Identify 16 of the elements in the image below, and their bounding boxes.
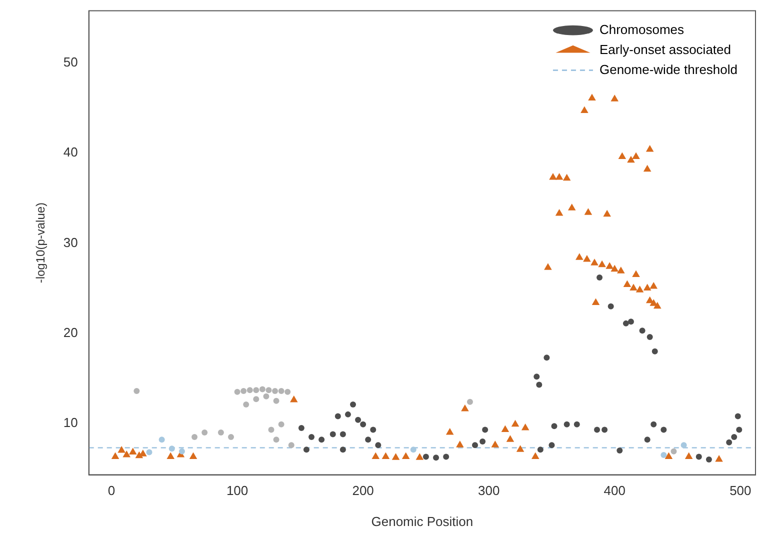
y-tick-label: 50 xyxy=(63,54,78,70)
x-tick-label: 200 xyxy=(352,483,374,498)
x-tick-label: 100 xyxy=(226,483,248,498)
legend-label: Chromosomes xyxy=(599,22,685,37)
y-tick-label: 20 xyxy=(63,324,78,340)
y-tick-label: 30 xyxy=(63,234,78,250)
legend-label: Genome-wide threshold xyxy=(599,62,738,77)
x-tick-label: 300 xyxy=(478,483,500,498)
legend-label: Early-onset associated xyxy=(599,42,731,57)
x-axis-title: Genomic Position xyxy=(371,514,474,529)
x-tick-label: 0 xyxy=(108,483,116,498)
y-axis-title: -log10(p-value) xyxy=(34,202,48,284)
x-tick-label: 400 xyxy=(604,483,626,498)
y-tick-label: 10 xyxy=(63,415,78,430)
x-tick-label: 500 xyxy=(730,483,752,498)
y-tick-label: 40 xyxy=(63,144,78,160)
